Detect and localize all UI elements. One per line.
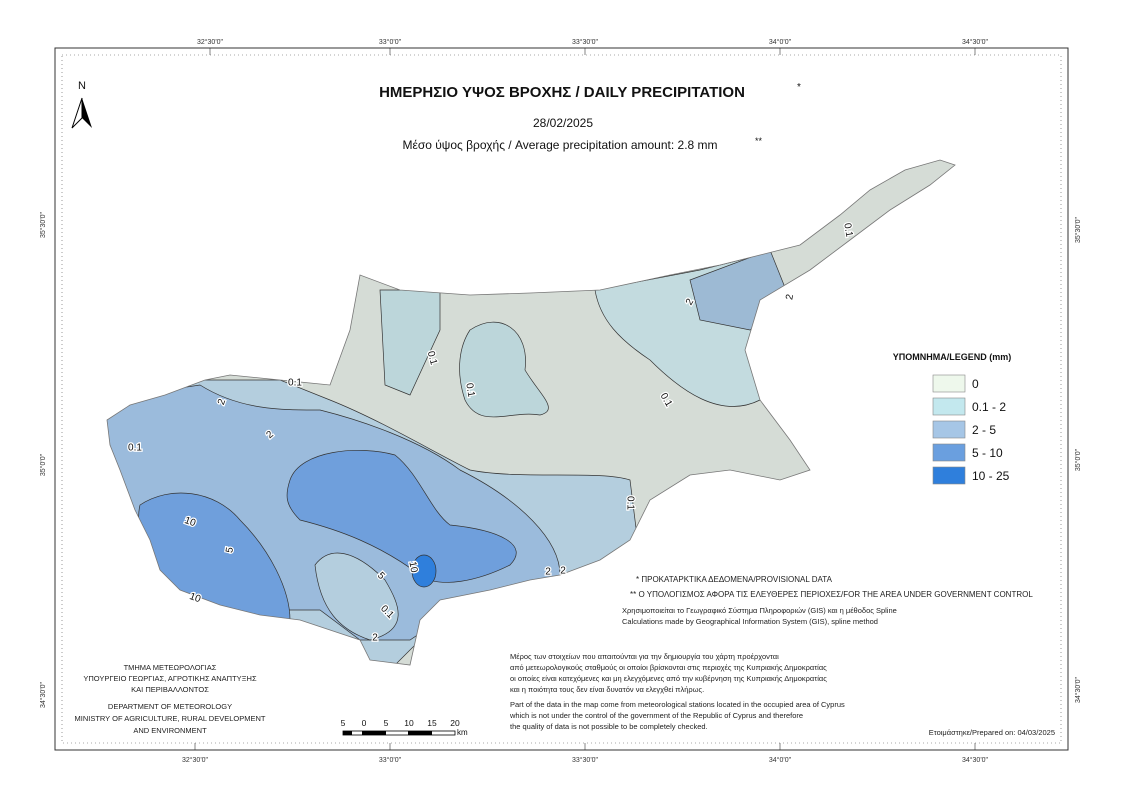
contour-label: 0.1 [128,443,142,454]
prepared-on: Ετοιμάστηκε/Prepared on: 04/03/2025 [929,728,1055,737]
note-provisional: * ΠΡΟΚΑΤΑΡΚΤΙΚΑ ΔΕΔΟΜΕΝΑ/PROVISIONAL DAT… [636,575,833,584]
legend-label: 10 - 25 [972,469,1010,483]
note-area: ** Ο ΥΠΟΛΟΓΙΣΜΟΣ ΑΦΟΡΑ ΤΙΣ ΕΛΕΥΘΕΡΕΣ ΠΕΡ… [630,590,1033,599]
coordinate-label: 34°30'0" [962,756,989,764]
scale-bar-segment [362,731,386,735]
scale-bar-segment [408,731,432,735]
note-paragraph-greek: από μετεωρολογικούς σταθμούς οι οποίοι β… [510,663,827,672]
north-arrow: N [71,80,92,129]
scale-bar-segment [343,731,352,735]
scale-label: 10 [404,718,414,728]
department-english: AND ENVIRONMENT [133,726,207,735]
scale-label: 0 [362,718,367,728]
subtitle: Μέσο ύψος βροχής / Average precipitation… [402,138,717,152]
scale-bar-frame [342,730,456,736]
legend-label: 0.1 - 2 [972,400,1006,414]
subtitle-mark: ** [755,136,763,146]
scale-label: 5 [384,718,389,728]
contour-label: 5 [224,546,236,554]
coordinate-label: 32°30'0" [182,756,209,764]
department-greek: ΤΜΗΜΑ ΜΕΤΕΩΡΟΛΟΓΙΑΣ [124,663,217,672]
scale-label: 5 [341,718,346,728]
coordinate-label: 34°0'0" [769,38,792,46]
title: ΗΜΕΡΗΣΙΟ ΥΨΟΣ ΒΡΟΧΗΣ / DAILY PRECIPITATI… [379,84,745,101]
contour-label: 2 [216,397,228,406]
legend-swatch [932,466,966,485]
legend-title: ΥΠΟΜΝΗΜΑ/LEGEND (mm) [893,352,1012,362]
note-gis-greek: Χρησιμοποιείται το Γεωγραφικό Σύστημα Πλ… [622,606,897,615]
coordinate-label: 33°0'0" [379,756,402,764]
scale-bar: km 5 0 5 10 15 20 [341,718,468,737]
scale-label: 15 [427,718,437,728]
coordinate-label: 35°30'0" [39,211,47,238]
coordinate-label: 35°0'0" [39,453,47,476]
department-english: DEPARTMENT OF METEOROLOGY [108,702,232,711]
coordinate-label: 35°30'0" [1074,216,1082,243]
zone-high [286,450,517,583]
note-paragraph-greek: οι οποίες είναι κατεχόμενες και μη ελεγχ… [510,674,827,683]
contour-label: 2 [784,293,796,301]
north-arrow-right [82,98,92,128]
coordinate-label: 34°30'0" [962,38,989,46]
note-gis-english: Calculations made by Geographical Inform… [622,617,878,626]
coordinate-label: 32°30'0" [197,38,224,46]
zone-max [411,554,437,588]
note-paragraph-greek: Μέρος των στοιχείων που απαιτούνται για … [510,652,779,661]
legend-swatch [932,374,966,393]
coordinate-label: 35°0'0" [1074,448,1082,471]
coordinate-label: 34°30'0" [39,681,47,708]
contour-label: 2 [545,567,551,578]
legend-label: 2 - 5 [972,423,996,437]
legend-swatch [932,397,966,416]
contour-label: 0.1 [288,378,302,389]
legend-label: 5 - 10 [972,446,1003,460]
contour-label: 2 [560,566,566,577]
coordinate-label: 33°30'0" [572,38,599,46]
legend-label: 0 [972,377,979,391]
legend-swatch [932,420,966,439]
contour-label: 10 [406,561,419,574]
note-paragraph-english: Part of the data in the map come from me… [510,700,845,709]
legend-swatch [932,443,966,462]
note-paragraph-english: the quality of data is not possible to b… [510,722,708,731]
coordinate-label: 33°30'0" [572,756,599,764]
department-greek: ΚΑΙ ΠΕΡΙΒΑΛΛΟΝΤΟΣ [131,685,209,694]
title-mark: * [797,82,801,93]
contour-label: 0.1 [463,382,476,398]
contour-label: 0.1 [624,496,635,510]
zone-low [314,552,399,641]
department-english: MINISTRY OF AGRICULTURE, RURAL DEVELOPME… [74,714,265,723]
note-paragraph-greek: και η ποιότητα τους δεν είναι δυνατόν να… [510,685,704,694]
note-paragraph-english: which is not under the control of the go… [509,711,803,720]
contour-label: 0.1 [425,350,439,367]
contour-label: 2 [372,633,378,644]
department-greek: ΥΠΟΥΡΓΕΙΟ ΓΕΩΡΓΙΑΣ, ΑΓΡΟΤΙΚΗΣ ΑΝΑΠΤΥΞΗΣ [83,674,257,683]
contour-label: 0.1 [841,222,854,238]
coordinate-label: 34°0'0" [769,756,792,764]
coordinate-label: 34°30'0" [1074,676,1082,703]
zone-low [459,321,549,418]
coastline [106,159,956,666]
scale-unit: km [457,728,468,737]
legend: 0 0.1 - 2 2 - 5 5 - 10 10 - 25 [932,374,1010,485]
north-label: N [78,80,86,92]
coordinate-label: 33°0'0" [379,38,402,46]
scale-label: 20 [450,718,460,728]
date: 28/02/2025 [533,116,593,130]
